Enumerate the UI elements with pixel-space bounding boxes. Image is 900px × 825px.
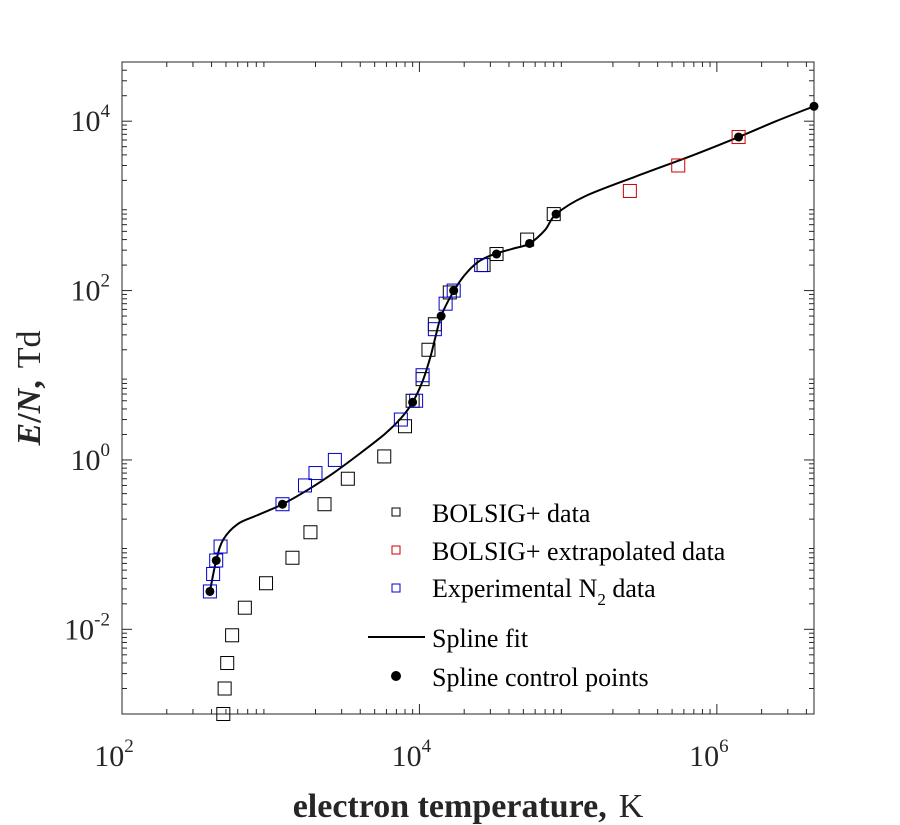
y-axis-label: E/N, Td: [11, 331, 48, 447]
x-axis-label-unit: K: [619, 788, 644, 825]
y-tick-label-exponent: 0: [101, 440, 111, 461]
data-point-square: [209, 553, 224, 568]
legend-label-experimental-n2: Experimental N2 data: [432, 574, 656, 609]
data-point-square: [446, 283, 461, 298]
data-point-square: [213, 539, 228, 554]
x-tick-label-exponent: 2: [124, 736, 134, 757]
data-point-square: [275, 497, 290, 512]
data-point-square: [216, 707, 231, 721]
y-tick-label-exponent: -2: [94, 609, 110, 630]
control-point-dot: [408, 397, 418, 407]
y-tick-label-base: 10: [71, 444, 101, 477]
legend-label-experimental-n2-suffix: data: [606, 574, 656, 603]
data-point-square: [297, 478, 312, 493]
x-axis-ticks: 102 104 106: [94, 62, 807, 773]
x-tick-label: 104: [392, 736, 432, 773]
x-tick-label-exponent: 4: [422, 736, 432, 757]
data-point-square: [317, 497, 332, 512]
series-bolsig-extrapolated-data: [622, 130, 746, 198]
y-tick-label: 10-2: [64, 609, 110, 646]
data-point-square: [427, 322, 442, 337]
x-tick-label: 106: [689, 736, 729, 773]
y-tick-label: 104: [71, 101, 111, 138]
legend: BOLSIG+ data BOLSIG+ extrapolated data E…: [368, 499, 726, 692]
control-point-dot: [734, 132, 744, 142]
y-axis-label-comma: ,: [11, 380, 48, 389]
data-point-square: [393, 412, 408, 427]
control-point-dot: [436, 311, 446, 321]
legend-marker-spline-control-points: [391, 671, 401, 681]
x-tick-label-base: 10: [689, 740, 719, 773]
legend-marker-bolsig-data: [391, 507, 401, 517]
control-point-dot: [211, 555, 221, 565]
data-point-square: [237, 600, 252, 615]
legend-label-experimental-n2-main: Experimental N: [432, 574, 598, 603]
data-point-square: [474, 258, 489, 273]
y-tick-label-exponent: 2: [101, 271, 111, 292]
control-point-dot: [205, 586, 215, 596]
control-point-dot: [277, 499, 287, 509]
control-point-dot: [551, 209, 561, 219]
y-tick-label-base: 10: [71, 105, 101, 138]
control-point-dot: [492, 249, 502, 259]
y-axis-label-var2: N: [11, 387, 48, 414]
legend-marker-experimental-n2: [391, 583, 401, 593]
x-axis-label-main: electron temperature,: [293, 788, 607, 825]
data-point-square: [671, 158, 686, 173]
y-tick-label: 102: [71, 271, 111, 308]
data-point-square: [259, 576, 274, 591]
data-point-square: [285, 550, 300, 565]
data-point-square: [415, 368, 430, 383]
data-point-square: [220, 656, 235, 671]
series-layer: [202, 101, 819, 721]
y-axis-label-var1: E: [11, 423, 48, 447]
y-tick-label-base: 10: [64, 613, 94, 646]
legend-label-spline-fit: Spline fit: [432, 624, 529, 653]
series-spline-control-points: [205, 101, 819, 596]
data-point-square: [489, 247, 504, 262]
y-axis-label-unit: Td: [11, 331, 48, 369]
legend-label-experimental-n2-subscript: 2: [597, 590, 606, 609]
data-point-square: [340, 471, 355, 486]
control-point-dot: [449, 286, 459, 296]
legend-label-spline-control-points: Spline control points: [432, 663, 649, 692]
control-point-dot: [525, 238, 535, 248]
x-axis-label: electron temperature, K: [293, 788, 644, 825]
data-point-square: [327, 452, 342, 467]
y-tick-label-base: 10: [71, 275, 101, 308]
data-point-square: [438, 296, 453, 311]
data-point-square: [622, 183, 637, 198]
x-tick-label: 102: [94, 736, 134, 773]
x-tick-label-base: 10: [392, 740, 422, 773]
series-experimental-n2-data: [202, 258, 489, 599]
y-tick-label: 100: [71, 440, 111, 477]
data-point-square: [225, 628, 240, 643]
y-tick-label-exponent: 4: [101, 101, 111, 122]
data-point-square: [731, 130, 746, 145]
data-point-square: [377, 449, 392, 464]
legend-marker-bolsig-extrapolated: [391, 545, 401, 555]
control-point-dot: [809, 101, 819, 111]
data-point-square: [421, 342, 436, 357]
y-axis-label-sep: /: [11, 413, 48, 424]
data-point-square: [303, 525, 318, 540]
legend-label-bolsig-extrapolated: BOLSIG+ extrapolated data: [432, 537, 726, 566]
data-point-square: [202, 584, 217, 599]
data-point-square: [217, 681, 232, 696]
data-point-square: [206, 566, 221, 581]
x-tick-label-exponent: 6: [719, 736, 729, 757]
x-tick-label-base: 10: [94, 740, 124, 773]
legend-label-bolsig-data: BOLSIG+ data: [432, 499, 591, 528]
data-point-square: [308, 466, 323, 481]
